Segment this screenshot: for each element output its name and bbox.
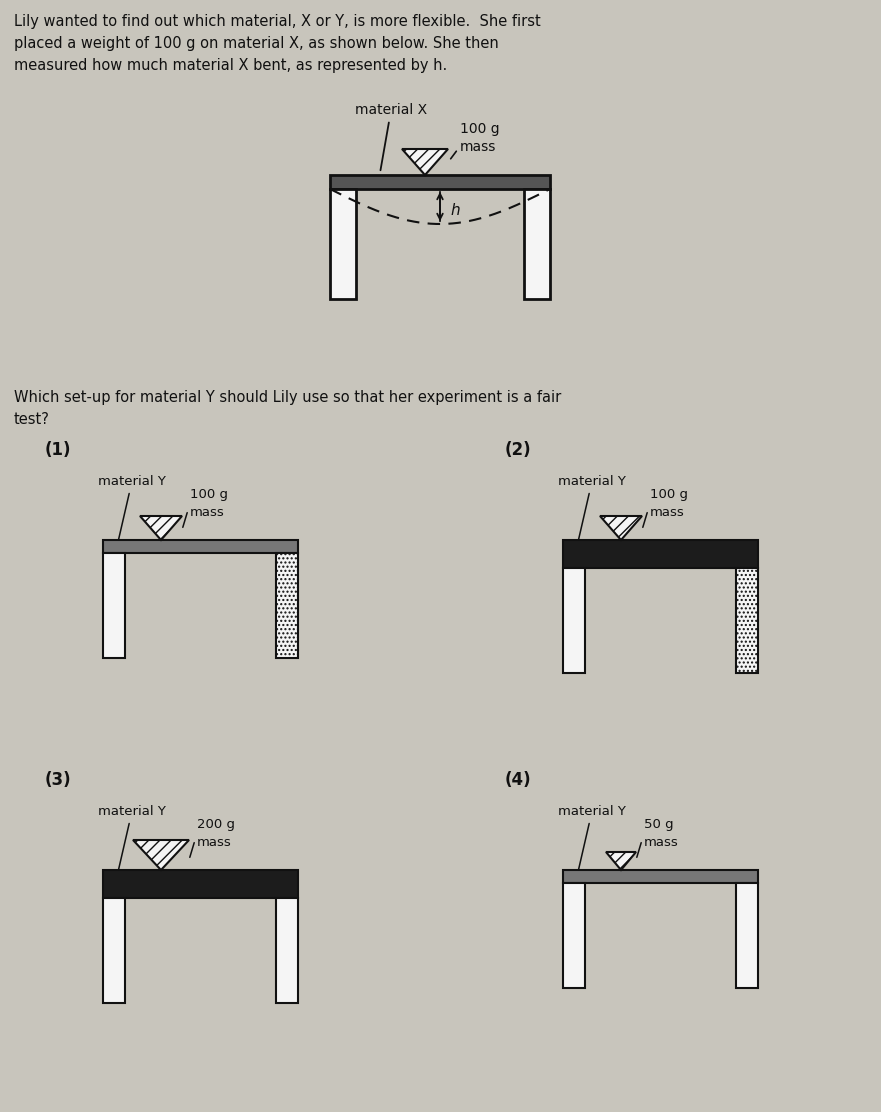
Text: 100 g: 100 g [190, 488, 228, 502]
Text: material Y: material Y [98, 475, 166, 539]
Text: (2): (2) [505, 441, 531, 459]
Text: 200 g: 200 g [197, 818, 235, 831]
Bar [524, 189, 550, 299]
Text: Which set-up for material Y should Lily use so that her experiment is a fair: Which set-up for material Y should Lily … [14, 390, 561, 405]
Text: test?: test? [14, 413, 50, 427]
Text: (1): (1) [45, 441, 71, 459]
Bar [736, 883, 758, 987]
Text: material X: material X [355, 103, 427, 170]
Text: 100 g: 100 g [650, 488, 688, 502]
Text: placed a weight of 100 g on material X, as shown below. She then: placed a weight of 100 g on material X, … [14, 36, 499, 51]
Bar [103, 870, 298, 898]
Text: material Y: material Y [98, 805, 166, 870]
Text: mass: mass [460, 140, 496, 153]
Bar [103, 553, 125, 658]
Text: measured how much material X bent, as represented by h.: measured how much material X bent, as re… [14, 58, 448, 73]
Text: material Y: material Y [558, 475, 626, 539]
Bar [330, 175, 550, 189]
Text: mass: mass [650, 506, 685, 519]
Bar [736, 568, 758, 673]
Text: 50 g: 50 g [644, 818, 674, 831]
Bar [276, 898, 298, 1003]
Text: 100 g: 100 g [460, 122, 500, 136]
Text: material Y: material Y [558, 805, 626, 870]
Text: (4): (4) [505, 771, 531, 790]
Polygon shape [140, 516, 182, 540]
Text: (3): (3) [45, 771, 71, 790]
Text: mass: mass [644, 836, 678, 848]
Polygon shape [402, 149, 448, 175]
Bar [103, 540, 298, 553]
Bar [563, 568, 585, 673]
Bar [563, 883, 585, 987]
Text: mass: mass [190, 506, 225, 519]
Text: h: h [450, 203, 460, 218]
Bar [563, 870, 758, 883]
Polygon shape [606, 852, 636, 870]
Text: Lily wanted to find out which material, X or Y, is more flexible.  She first: Lily wanted to find out which material, … [14, 14, 541, 29]
Bar [103, 898, 125, 1003]
Polygon shape [133, 840, 189, 870]
Bar [330, 189, 356, 299]
Polygon shape [600, 516, 642, 540]
Text: mass: mass [197, 836, 232, 848]
Bar [563, 540, 758, 568]
Bar [276, 553, 298, 658]
